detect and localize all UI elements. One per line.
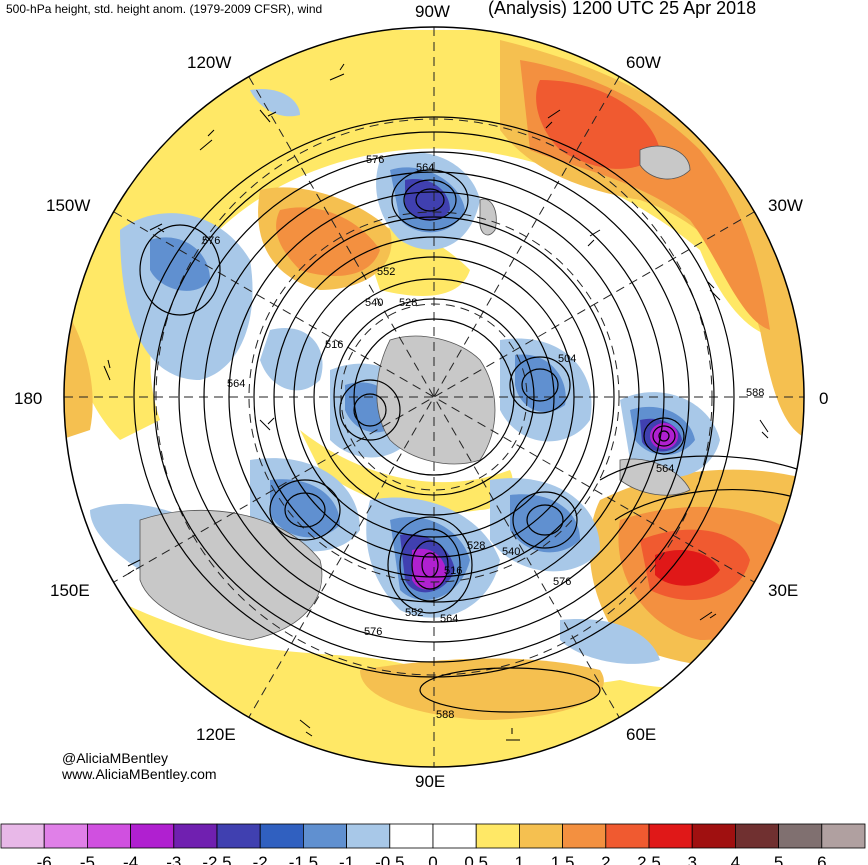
colorbar-label: -3 xyxy=(166,853,181,865)
contour-label: 504 xyxy=(558,353,576,365)
contour-label: 564 xyxy=(656,463,674,475)
contour-label: 540 xyxy=(365,297,383,309)
colorbar-swatch xyxy=(562,823,607,849)
contour-label: 516 xyxy=(325,339,343,351)
lon-label-30w: 30W xyxy=(768,196,803,215)
lon-label-120e: 120E xyxy=(196,725,236,744)
lon-label-0: 0 xyxy=(819,389,828,408)
map-subtitle: 500-hPa height, std. height anom. (1979-… xyxy=(6,2,323,16)
colorbar-label: -2 xyxy=(253,853,268,865)
colorbar-swatch xyxy=(346,823,391,849)
colorbar-label: -2.5 xyxy=(202,853,231,865)
graticule xyxy=(64,27,804,767)
colorbar-label: 4 xyxy=(731,853,740,865)
colorbar-label: -1.5 xyxy=(289,853,318,865)
colorbar-swatch xyxy=(389,823,434,849)
warm-anomaly-max xyxy=(655,550,720,586)
contour-label: 552 xyxy=(405,607,423,619)
colorbar-label: 5 xyxy=(774,853,783,865)
colorbar-swatch xyxy=(432,823,477,849)
contour-label: 528 xyxy=(467,540,485,552)
analysis-time: (Analysis) 1200 UTC 25 Apr 2018 xyxy=(488,0,757,18)
colorbar-swatch xyxy=(691,823,736,849)
colorbar-swatch xyxy=(778,823,823,849)
colorbar-label: 0 xyxy=(428,853,437,865)
contour-label: 564 xyxy=(416,162,434,174)
lon-label-150w: 150W xyxy=(46,196,90,215)
colorbar-label: -4 xyxy=(123,853,138,865)
colorbar-swatch xyxy=(259,823,304,849)
colorbar-label: 2 xyxy=(601,853,610,865)
colorbar-swatch xyxy=(821,823,866,849)
credit-handle: @AliciaMBentley xyxy=(62,750,169,766)
map-border xyxy=(63,26,805,768)
colorbar-swatch xyxy=(519,823,564,849)
contour-label: 576 xyxy=(553,576,571,588)
colorbar-swatch xyxy=(475,823,520,849)
colorbar-swatch xyxy=(735,823,780,849)
colorbar-swatch xyxy=(43,823,88,849)
longitude-labels: 90W 120W 60W 150W 30W 180 0 150E 30E 120… xyxy=(14,2,828,791)
colorbar: -6 -5 -4 -3 -2.5 -2 -1.5 -1 -0.5 0 0.5 1 1.5 2 2.5 3 4 5 6 xyxy=(0,823,866,865)
colorbar-label: -5 xyxy=(80,853,95,865)
contour-label: 576 xyxy=(364,626,382,638)
contour-label: 564 xyxy=(440,613,458,625)
contour-label: 576 xyxy=(202,235,220,247)
colorbar-label: 1 xyxy=(515,853,524,865)
lon-label-180: 180 xyxy=(14,389,42,408)
colorbar-swatch xyxy=(605,823,650,849)
colorbar-swatch xyxy=(173,823,218,849)
contour-label: 588 xyxy=(436,709,454,721)
colorbar-swatch xyxy=(0,823,45,849)
cold-anomaly-extreme xyxy=(412,423,678,590)
colorbar-label: -0.5 xyxy=(375,853,404,865)
colorbar-swatch xyxy=(87,823,132,849)
contour-label: 528 xyxy=(399,297,417,309)
colorbar-swatch xyxy=(216,823,261,849)
land-masses xyxy=(139,145,691,641)
lon-label-30e: 30E xyxy=(768,581,798,600)
colorbar-swatch xyxy=(302,823,347,849)
colorbar-label: 1.5 xyxy=(551,853,575,865)
contour-label: 540 xyxy=(502,546,520,558)
height-contours xyxy=(133,116,804,713)
contour-label: 516 xyxy=(444,565,462,577)
lon-label-90w: 90W xyxy=(415,2,450,21)
lon-label-120w: 120W xyxy=(187,53,231,72)
colorbar-label: 3 xyxy=(687,853,696,865)
lon-label-90e: 90E xyxy=(415,772,445,791)
credit-website: www.AliciaMBentley.com xyxy=(62,766,217,782)
lon-label-60w: 60W xyxy=(626,53,661,72)
contour-labels: 576 564 576 552 540 528 516 564 504 588 … xyxy=(202,154,764,721)
contour-label: 588 xyxy=(746,387,764,399)
lon-label-60e: 60E xyxy=(626,725,656,744)
contour-label: 552 xyxy=(377,266,395,278)
colorbar-label: -1 xyxy=(339,853,354,865)
contour-label: 576 xyxy=(366,154,384,166)
lon-label-150e: 150E xyxy=(50,581,90,600)
wind-barbs xyxy=(103,63,769,741)
colorbar-label: 6 xyxy=(817,853,826,865)
colorbar-label: 2.5 xyxy=(637,853,661,865)
colorbar-swatch xyxy=(130,823,175,849)
colorbar-label: -6 xyxy=(37,853,52,865)
colorbar-swatch xyxy=(648,823,693,849)
contour-label: 564 xyxy=(227,378,245,390)
colorbar-label: 0.5 xyxy=(464,853,488,865)
